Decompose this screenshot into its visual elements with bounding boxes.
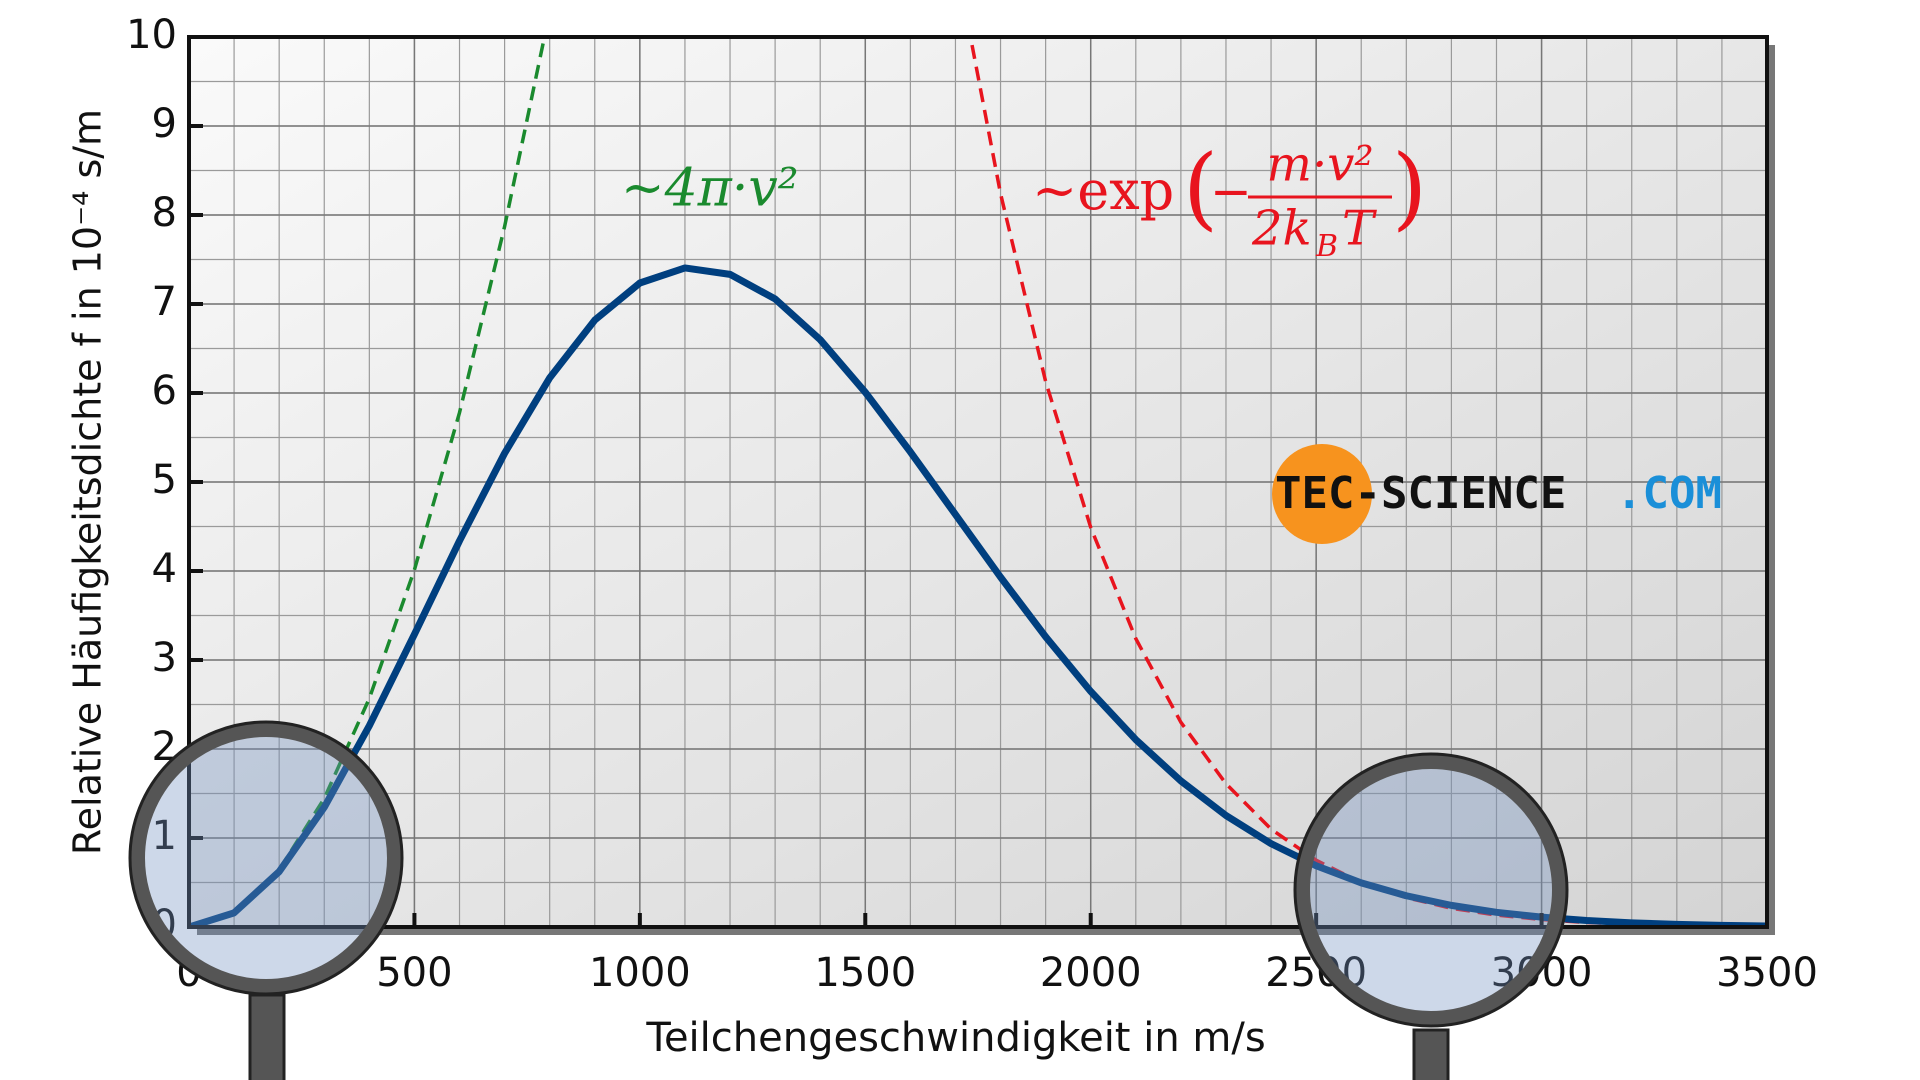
x-tick-label: 1000 [589, 950, 691, 996]
paren: ( [1183, 135, 1218, 240]
annotation: 2k [1251, 201, 1312, 257]
annotation: m·v² [1266, 137, 1373, 193]
y-tick-label: 7 [152, 279, 177, 325]
handle [1412, 1028, 1450, 1080]
x-tick-label: 1500 [814, 950, 916, 996]
annotation: T [1342, 201, 1377, 257]
y-tick-label: 6 [152, 368, 177, 414]
x-tick-label: 500 [376, 950, 452, 996]
x-tick-label: 2000 [1040, 950, 1142, 996]
y-tick-label: 8 [152, 190, 177, 236]
lens-rim [1293, 752, 1569, 1028]
annotation: B [1315, 229, 1338, 264]
y-tick-label: 9 [152, 101, 177, 147]
y-axis-label: Relative Häufigkeitsdichte f in 10⁻⁴ s/m [66, 109, 110, 855]
lens [1296, 755, 1566, 1025]
logo: .COM [1616, 468, 1722, 519]
minus: − [1210, 163, 1252, 221]
annotation: ~exp [1032, 159, 1174, 222]
magnifier [1293, 752, 1569, 1080]
logo-circle [1272, 444, 1372, 544]
lens [131, 723, 401, 993]
y-tick-label: 5 [152, 457, 177, 503]
x-axis-label: Teilchengeschwindigkeit in m/s [645, 1015, 1265, 1061]
exp-annotation: ~exp ( − m·v² 2k B T ) [1032, 135, 1427, 264]
annotation: ~4π·v² [621, 159, 799, 219]
y-tick-label: 4 [152, 546, 177, 592]
handle [248, 993, 286, 1080]
lens-rim [128, 720, 404, 996]
y-tick-label: 3 [152, 635, 177, 681]
paren: ) [1392, 135, 1427, 240]
magnifier [128, 720, 404, 1080]
y-tick-label: 10 [126, 12, 177, 58]
line-series [189, 264, 1767, 927]
logo: TEC-SCIENCE [1275, 468, 1566, 519]
y-tick-label: 1 [152, 813, 177, 859]
x-tick-label: 3500 [1716, 950, 1818, 996]
